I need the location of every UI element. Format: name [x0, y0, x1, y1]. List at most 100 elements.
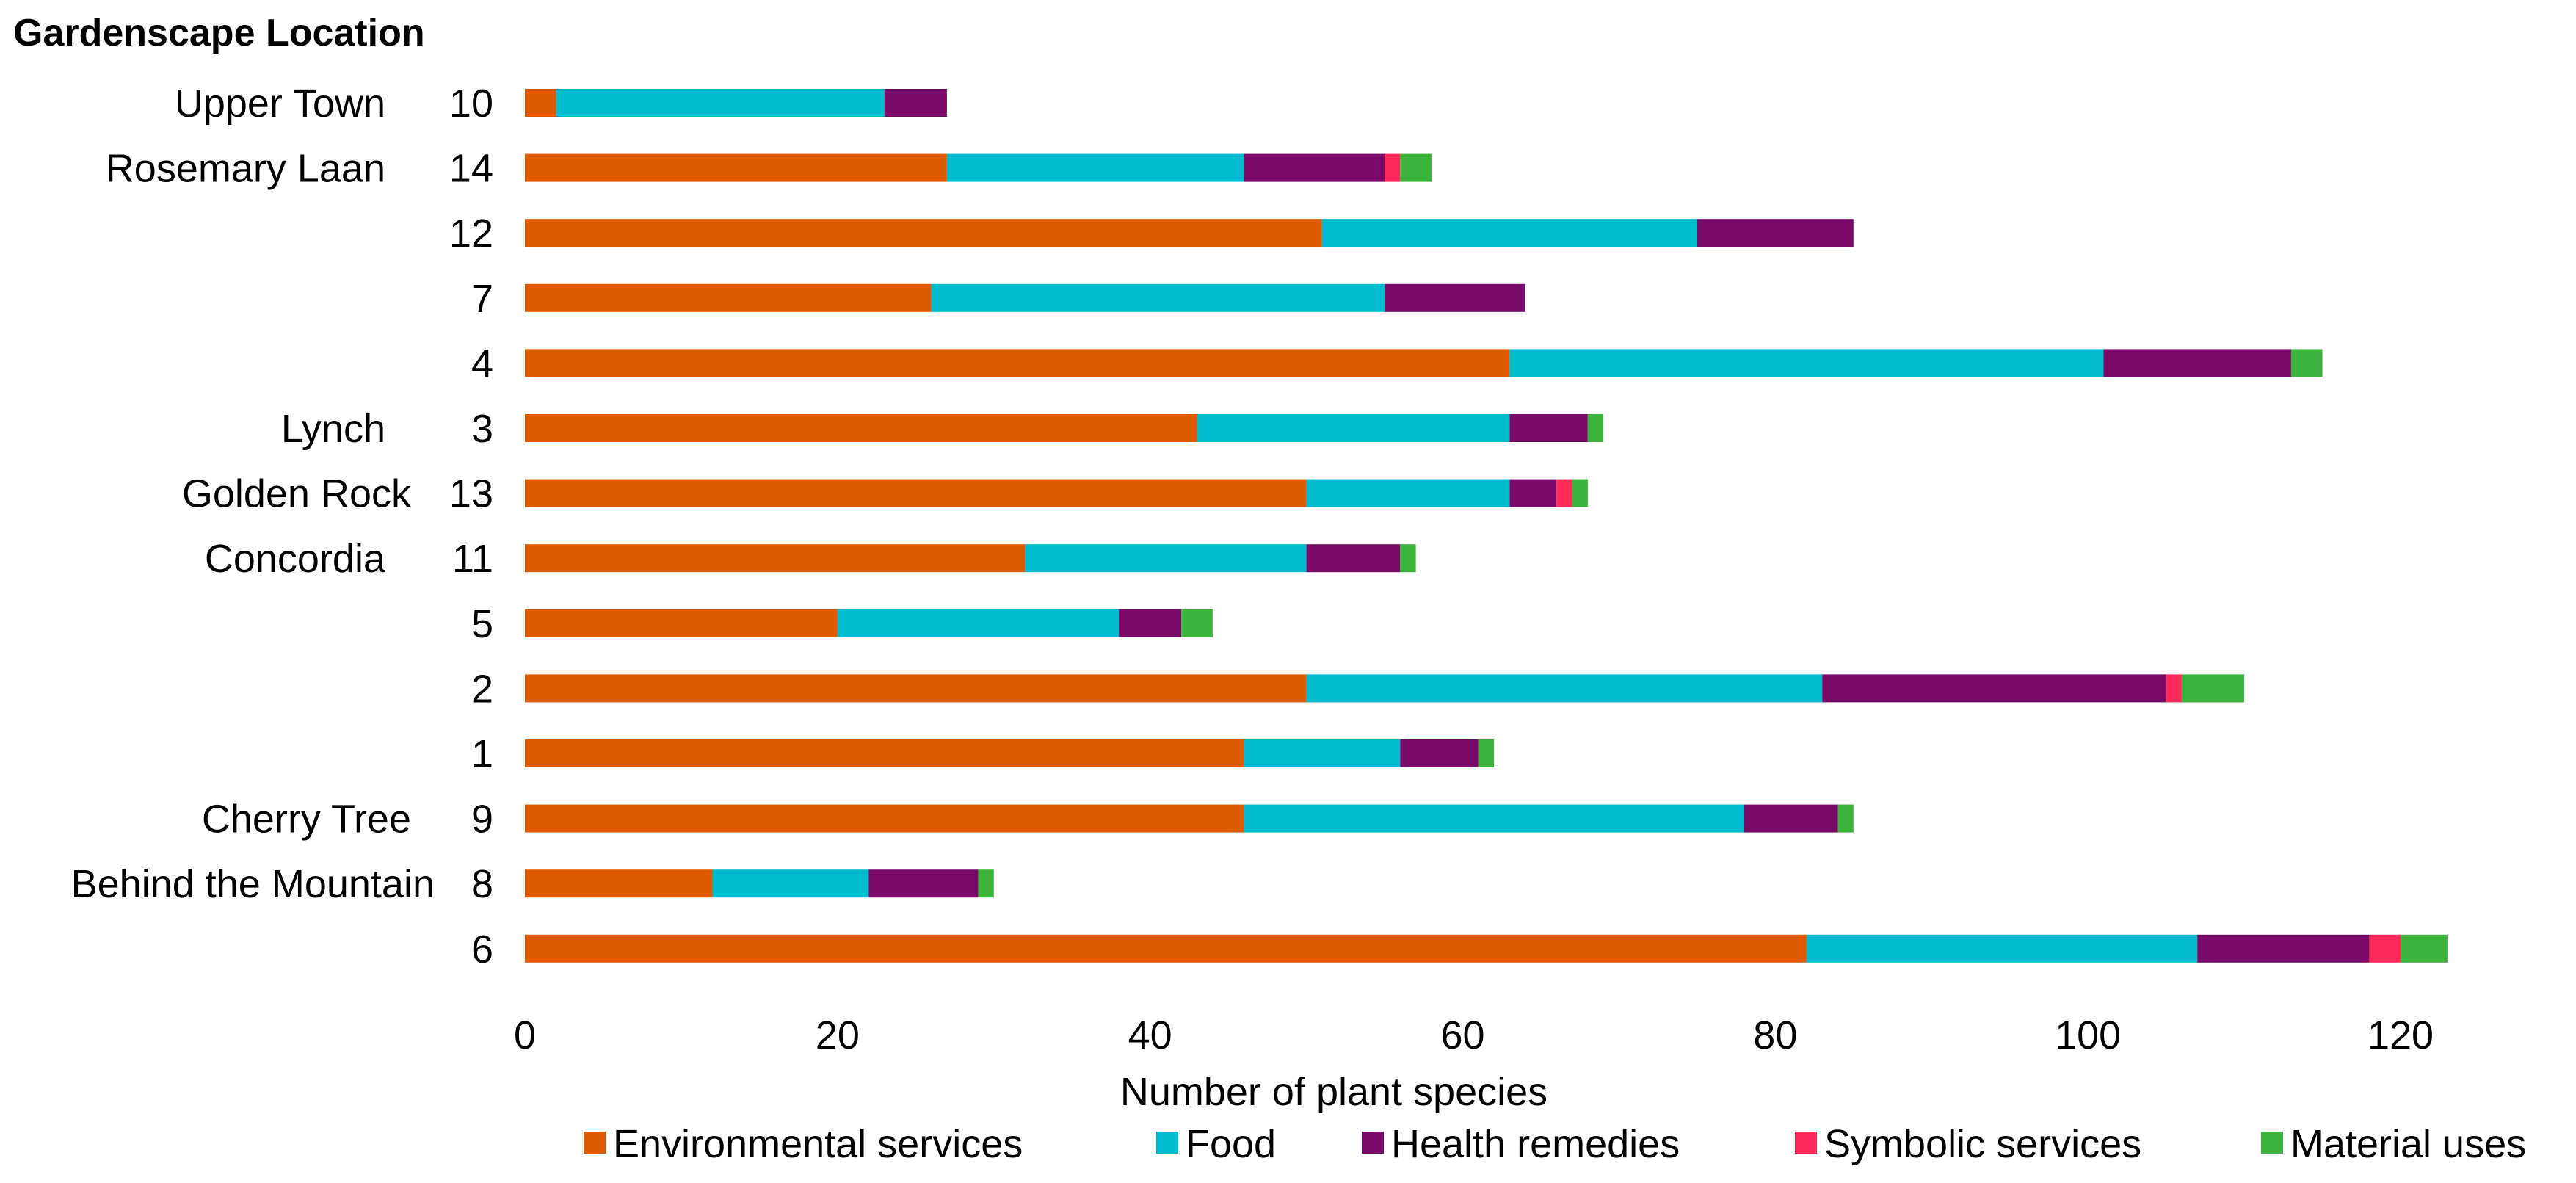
legend-swatch	[1795, 1132, 1817, 1154]
bar-segment	[2401, 934, 2448, 963]
bar-segment	[1025, 544, 1307, 573]
category-label: 10	[449, 82, 493, 126]
bar-segment	[525, 283, 932, 312]
category-label: 11	[452, 537, 493, 581]
bar-segment	[525, 414, 1197, 442]
bar-segment	[525, 869, 713, 898]
bar-segment	[1306, 479, 1510, 507]
category-label: 2	[471, 667, 493, 711]
bar-segment	[946, 153, 1244, 182]
bar-segment	[1197, 414, 1510, 442]
location-labels: Upper Town Rosemary Laan Lynch Golden Rock C…	[71, 82, 435, 906]
bar-segment	[1306, 674, 1823, 703]
bar-segment	[1321, 219, 1697, 247]
bars	[525, 89, 2448, 963]
legend-entry: Health remedies	[1391, 1122, 1680, 1166]
category-label: 9	[471, 797, 493, 842]
category-label: 4	[471, 341, 493, 386]
location-label: Golden Rock	[182, 472, 412, 516]
bar-segment	[525, 934, 1807, 963]
x-tick-label: 100	[2055, 1013, 2121, 1057]
bar-segment	[931, 283, 1385, 312]
location-label: Behind the Mountain	[71, 862, 435, 906]
bar-segment	[525, 804, 1244, 833]
bar-segment	[1400, 153, 1432, 182]
bar-segment	[2166, 674, 2182, 703]
bar-segment	[2369, 934, 2401, 963]
bar-segment	[1400, 739, 1479, 767]
bar-segment	[2103, 349, 2291, 377]
bar-segment	[868, 869, 979, 898]
bar-segment	[1509, 414, 1588, 442]
bar-segment	[884, 89, 947, 117]
bar-segment	[525, 609, 838, 637]
bar-segment	[525, 739, 1244, 767]
location-label: Concordia	[205, 537, 386, 581]
bar-segment	[1806, 934, 2198, 963]
bar-segment	[2197, 934, 2370, 963]
bar-segment	[1244, 739, 1401, 767]
location-label: Lynch	[281, 407, 385, 451]
legend-entry: Environmental services	[613, 1122, 1023, 1166]
category-label: 3	[471, 407, 493, 451]
x-tick-label: 20	[816, 1013, 860, 1057]
legend: Environmental services Food Health remedie…	[584, 1122, 2526, 1166]
bar-segment	[525, 89, 556, 117]
bar-segment	[1556, 479, 1572, 507]
bar-segment	[525, 153, 947, 182]
bar-segment	[2181, 674, 2245, 703]
location-label: Rosemary Laan	[106, 147, 385, 191]
bar-segment	[1244, 153, 1385, 182]
location-label: Cherry Tree	[202, 797, 411, 842]
category-labels: 10 14 12 7 4 3 13 11 5 2 1 9 8 6	[449, 82, 493, 972]
bar-segment	[2290, 349, 2323, 377]
x-tick-label: 80	[1753, 1013, 1797, 1057]
category-label: 12	[449, 211, 493, 256]
category-label: 14	[449, 147, 493, 191]
x-tick-label: 0	[514, 1013, 536, 1057]
category-label: 6	[471, 927, 493, 972]
category-label: 13	[449, 472, 493, 516]
bar-segment	[1119, 609, 1182, 637]
legend-entry: Food	[1186, 1122, 1276, 1166]
chart-title: Gardenscape Location	[13, 12, 425, 54]
x-tick-label: 40	[1128, 1013, 1172, 1057]
bar-segment	[712, 869, 869, 898]
bar-segment	[1385, 283, 1525, 312]
bar-segment	[1509, 479, 1557, 507]
x-tick-label: 120	[2368, 1013, 2434, 1057]
bar-segment	[1744, 804, 1838, 833]
category-label: 7	[471, 277, 493, 321]
bar-segment	[1400, 544, 1416, 573]
bar-segment	[1822, 674, 2166, 703]
bar-segment	[525, 349, 1510, 377]
legend-entry: Material uses	[2290, 1122, 2526, 1166]
category-label: 1	[471, 732, 493, 776]
legend-entry: Symbolic services	[1824, 1122, 2141, 1166]
bar-segment	[978, 869, 994, 898]
bar-segment	[1509, 349, 2104, 377]
legend-swatch	[2261, 1132, 2283, 1154]
x-axis-ticks: 0 20 40 60 80 100 120	[514, 1013, 2434, 1057]
legend-swatch	[1156, 1132, 1178, 1154]
x-tick-label: 60	[1440, 1013, 1484, 1057]
bar-segment	[525, 479, 1307, 507]
x-axis-label: Number of plant species	[1120, 1070, 1548, 1114]
bar-segment	[1306, 544, 1401, 573]
bar-segment	[1587, 414, 1604, 442]
category-label: 5	[471, 602, 493, 646]
bar-segment	[1244, 804, 1744, 833]
bar-segment	[1181, 609, 1213, 637]
bar-segment	[1478, 739, 1495, 767]
bar-segment	[556, 89, 885, 117]
location-label: Upper Town	[175, 82, 385, 126]
legend-swatch	[584, 1132, 606, 1154]
bar-segment	[525, 674, 1307, 703]
bar-segment	[1572, 479, 1588, 507]
legend-swatch	[1362, 1132, 1384, 1154]
bar-segment	[837, 609, 1120, 637]
bar-segment	[1385, 153, 1401, 182]
bar-segment	[1837, 804, 1854, 833]
bar-segment	[525, 219, 1322, 247]
